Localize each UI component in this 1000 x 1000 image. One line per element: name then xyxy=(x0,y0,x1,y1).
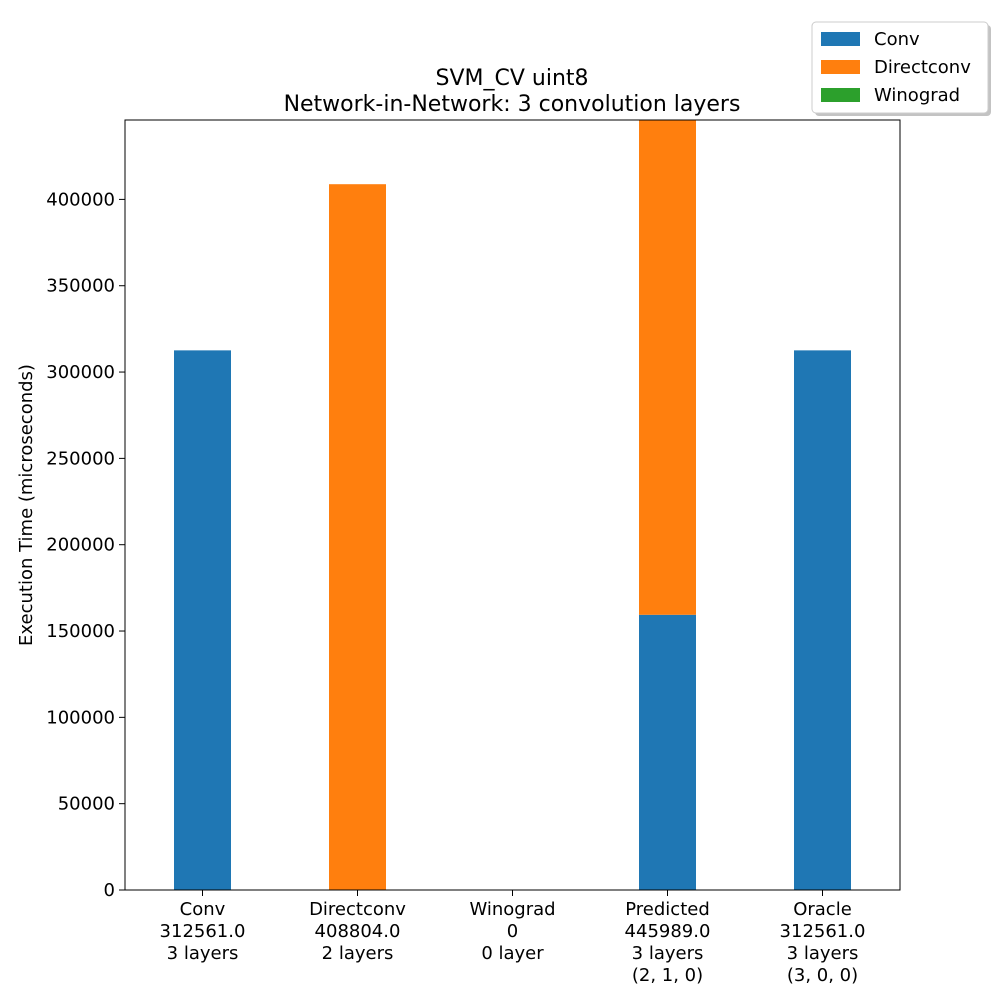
chart-subtitle: Network-in-Network: 3 convolution layers xyxy=(284,92,741,117)
x-tick-label-3-0: Predicted xyxy=(625,899,710,920)
y-tick-label-6: 300000 xyxy=(46,362,115,383)
legend: Conv Directconv Winograd xyxy=(811,21,991,116)
x-tick-label-2-2: 0 layer xyxy=(481,943,544,964)
x-tick-label-0-0: Conv xyxy=(180,899,226,920)
y-tick-label-1: 50000 xyxy=(58,794,115,815)
x-tick-label-4-1: 312561.0 xyxy=(780,921,866,942)
x-tick-label-3-2: 3 layers xyxy=(632,943,704,964)
y-ticks-group: 0 50000 100000 150000 200000 250000 300000 3500… xyxy=(46,189,125,901)
legend-swatch-directconv xyxy=(821,60,860,74)
bar-directconv-1 xyxy=(329,184,386,891)
legend-label-conv: Conv xyxy=(874,29,920,50)
y-tick-label-7: 350000 xyxy=(46,276,115,297)
x-tick-label-3-3: (2, 1, 0) xyxy=(632,965,703,986)
bars-group xyxy=(174,120,851,891)
legend-swatch-winograd xyxy=(821,88,860,102)
bar-conv-0 xyxy=(174,350,231,891)
x-tick-label-1-2: 2 layers xyxy=(322,943,394,964)
x-tick-label-4-0: Oracle xyxy=(793,899,852,920)
x-tick-label-0-2: 3 layers xyxy=(167,943,239,964)
y-tick-label-4: 200000 xyxy=(46,535,115,556)
y-tick-label-0: 0 xyxy=(104,880,115,901)
bar-conv-4 xyxy=(794,350,851,891)
plot-frame xyxy=(124,119,901,891)
x-tick-label-0-1: 312561.0 xyxy=(160,921,246,942)
bar-conv-3 xyxy=(639,614,696,890)
legend-label-directconv: Directconv xyxy=(874,57,971,78)
legend-swatch-conv xyxy=(821,32,860,46)
y-tick-label-8: 400000 xyxy=(46,189,115,210)
x-tick-label-3-1: 445989.0 xyxy=(625,921,711,942)
x-tick-label-2-1: 0 xyxy=(507,921,518,942)
x-tick-label-1-1: 408804.0 xyxy=(315,921,401,942)
y-tick-label-3: 150000 xyxy=(46,621,115,642)
legend-label-winograd: Winograd xyxy=(874,85,960,106)
x-tick-label-4-3: (3, 0, 0) xyxy=(787,965,858,986)
bar-directconv-3 xyxy=(639,120,696,615)
y-tick-label-2: 100000 xyxy=(46,707,115,728)
x-tick-label-4-2: 3 layers xyxy=(787,943,859,964)
x-tick-label-2-0: Winograd xyxy=(469,899,555,920)
x-tick-label-1-0: Directconv xyxy=(309,899,406,920)
y-tick-label-5: 250000 xyxy=(46,448,115,469)
chart-title: SVM_CV uint8 xyxy=(435,66,588,91)
y-axis-label: Execution Time (microseconds) xyxy=(16,364,37,646)
